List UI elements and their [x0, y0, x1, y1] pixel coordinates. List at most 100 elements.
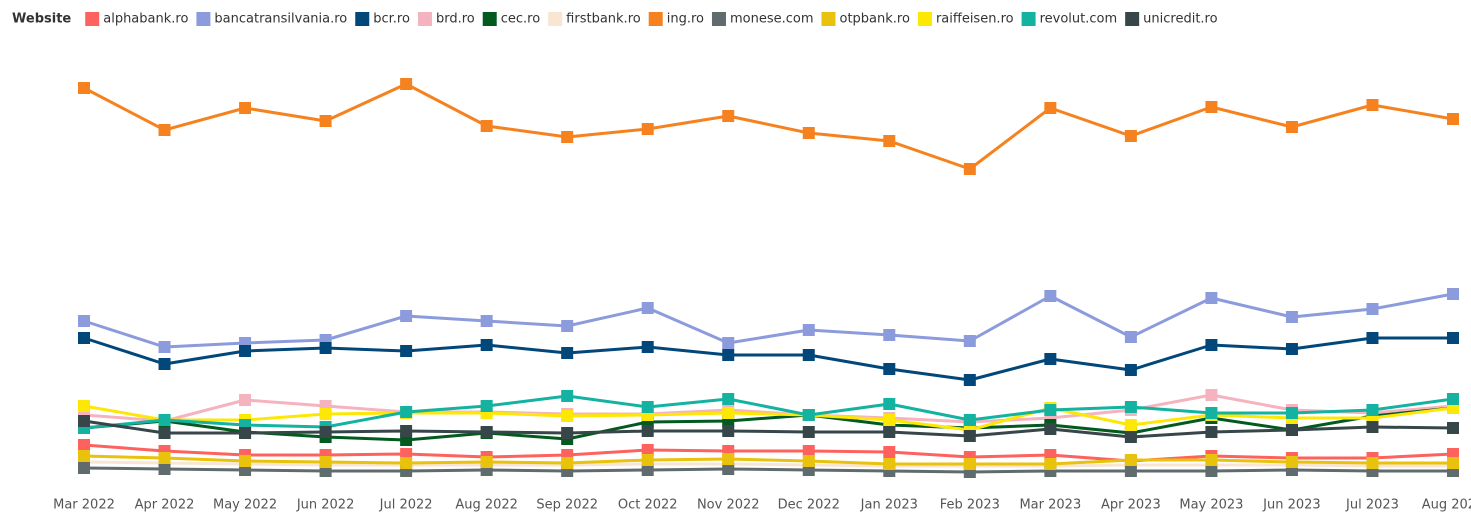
data-point	[319, 115, 332, 127]
series-line	[83, 406, 1454, 442]
legend-swatch	[417, 12, 432, 26]
data-point	[963, 414, 976, 426]
data-point	[400, 406, 413, 418]
data-point	[722, 110, 735, 122]
legend-label: ing.ro	[667, 12, 704, 27]
x-tick-label: Nov 2022	[697, 498, 760, 513]
data-point	[883, 414, 896, 426]
legend-swatch	[917, 12, 932, 26]
data-point	[78, 439, 90, 451]
data-point	[561, 320, 574, 332]
data-point	[158, 463, 171, 475]
data-point	[1366, 404, 1379, 416]
data-point	[319, 342, 332, 354]
data-point	[1366, 99, 1379, 111]
x-tick-label: Apr 2023	[1101, 498, 1161, 513]
data-point	[1205, 101, 1218, 113]
data-point	[239, 345, 252, 357]
data-point	[1124, 331, 1137, 343]
data-point	[802, 349, 815, 361]
legend-label: otpbank.ro	[840, 12, 910, 27]
legend-swatch	[1021, 12, 1036, 26]
data-point	[883, 363, 896, 375]
data-point	[158, 414, 171, 426]
data-point	[802, 324, 815, 336]
legend-swatch	[711, 12, 726, 26]
series-line	[83, 443, 1454, 463]
data-point	[963, 430, 976, 442]
data-point	[722, 463, 735, 475]
data-point	[641, 444, 654, 456]
data-point	[1124, 130, 1137, 142]
data-point	[1447, 422, 1459, 434]
data-point	[158, 341, 171, 353]
data-point	[78, 332, 90, 344]
data-point	[1124, 401, 1137, 413]
data-point	[480, 426, 493, 438]
series-line	[83, 82, 1454, 171]
data-point	[883, 398, 896, 410]
data-point	[1124, 364, 1137, 376]
legend-label: raiffeisen.ro	[936, 12, 1014, 27]
data-point	[802, 445, 815, 457]
data-point	[158, 358, 171, 370]
data-point	[722, 425, 735, 437]
legend-title: Website	[12, 12, 71, 27]
data-point	[641, 401, 654, 413]
data-point	[239, 102, 252, 114]
data-point	[480, 456, 493, 468]
legend-swatch	[196, 12, 211, 26]
legend-swatch	[482, 12, 497, 26]
data-point	[239, 455, 252, 467]
data-point	[158, 452, 171, 464]
data-point	[1447, 113, 1459, 125]
data-point	[1285, 343, 1298, 355]
data-point	[883, 458, 896, 470]
legend-label: unicredit.ro	[1143, 12, 1217, 27]
data-point	[319, 426, 332, 438]
data-point	[78, 315, 90, 327]
data-point	[400, 345, 413, 357]
data-point	[400, 78, 413, 90]
data-point	[561, 410, 574, 422]
data-point	[641, 454, 654, 466]
data-point	[722, 393, 735, 405]
data-point	[641, 341, 654, 353]
data-point	[1044, 353, 1057, 365]
legend-swatch	[648, 12, 663, 26]
data-point	[561, 457, 574, 469]
data-point	[1124, 431, 1137, 443]
data-point	[1044, 102, 1057, 114]
x-tick-label: May 2022	[213, 498, 277, 513]
data-point	[1205, 389, 1218, 401]
data-point	[883, 426, 896, 438]
data-point	[480, 400, 493, 412]
x-tick-label: Jul 2023	[1345, 498, 1399, 513]
data-point	[1044, 458, 1057, 470]
legend-label: cec.ro	[501, 12, 540, 27]
x-tick-label: May 2023	[1179, 498, 1243, 513]
data-point	[963, 163, 976, 175]
x-tick-label: Feb 2023	[940, 498, 1000, 513]
data-point	[641, 425, 654, 437]
x-tick-label: Jun 2023	[1262, 498, 1321, 513]
series-line	[83, 336, 1453, 382]
data-point	[78, 450, 90, 462]
legend-label: alphabank.ro	[103, 12, 188, 27]
data-point	[641, 464, 654, 476]
x-tick-label: Aug 2023	[1422, 498, 1471, 513]
data-point	[963, 458, 976, 470]
data-point	[802, 426, 815, 438]
data-point	[1447, 288, 1459, 300]
data-point	[239, 427, 252, 439]
data-point	[963, 374, 976, 386]
data-point	[963, 335, 976, 347]
series-line	[83, 394, 1454, 430]
data-point	[1205, 454, 1218, 466]
legend-label: revolut.com	[1040, 12, 1118, 27]
legend-label: bcr.ro	[373, 12, 410, 27]
data-point	[1124, 465, 1137, 477]
data-point	[802, 455, 815, 467]
data-point	[641, 123, 654, 135]
data-point	[1285, 407, 1298, 419]
